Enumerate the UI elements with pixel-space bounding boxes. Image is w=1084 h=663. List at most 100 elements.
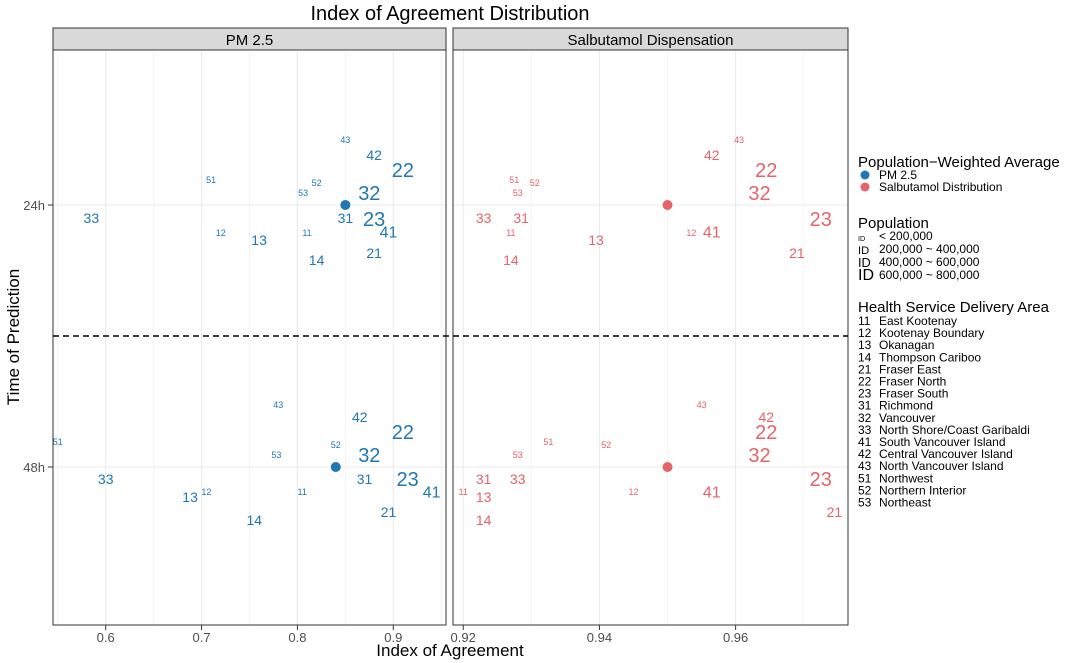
legend-hsda-code: 31 bbox=[858, 399, 872, 413]
point-label-48h-31: 31 bbox=[357, 471, 373, 487]
point-label-24h-21: 21 bbox=[366, 245, 382, 261]
legend-population-symbol: ID bbox=[858, 234, 865, 243]
legend-average-pm25-dot bbox=[860, 170, 870, 180]
point-label-48h-43: 43 bbox=[273, 400, 283, 410]
x-tick-label: 0.94 bbox=[587, 630, 612, 645]
legend-hsda-name: Thompson Cariboo bbox=[879, 350, 981, 364]
point-label-24h-12: 12 bbox=[216, 228, 226, 238]
legend-hsda-code: 13 bbox=[858, 338, 872, 352]
point-label-48h-42: 42 bbox=[758, 409, 774, 425]
point-label-48h-32: 32 bbox=[358, 445, 380, 467]
panel-2-strip-label: Salbutamol Dispensation bbox=[568, 32, 734, 49]
legend-population-symbol: ID bbox=[858, 267, 874, 284]
legend-hsda-code: 33 bbox=[858, 423, 872, 437]
legend-hsda-name: Kootenay Boundary bbox=[879, 326, 984, 340]
point-label-24h-51: 51 bbox=[509, 175, 519, 185]
point-label-48h-21: 21 bbox=[827, 504, 843, 520]
point-label-24h-13: 13 bbox=[588, 232, 604, 248]
legend-hsda-code: 21 bbox=[858, 362, 872, 376]
x-tick-label: 0.92 bbox=[451, 630, 476, 645]
point-label-24h-32: 32 bbox=[748, 183, 770, 205]
legend-hsda-name: Okanagan bbox=[879, 338, 934, 352]
point-label-24h-11: 11 bbox=[506, 228, 515, 238]
legend-hsda-code: 42 bbox=[858, 447, 872, 461]
legend-hsda-name: Central Vancouver Island bbox=[879, 447, 1013, 461]
legend-hsda-code: 12 bbox=[858, 326, 872, 340]
point-label-48h-33: 33 bbox=[510, 471, 526, 487]
legend-average-salbutamol-label: Salbutamol Distribution bbox=[879, 180, 1002, 194]
point-label-48h-42: 42 bbox=[352, 409, 368, 425]
point-label-24h-41: 41 bbox=[380, 225, 398, 242]
point-label-48h-13: 13 bbox=[182, 489, 198, 505]
point-label-24h-22: 22 bbox=[392, 160, 414, 182]
panel-1-grid bbox=[53, 50, 446, 625]
legend-hsda-name: Northwest bbox=[879, 471, 934, 485]
legend-hsda-code: 23 bbox=[858, 387, 872, 401]
point-label-24h-53: 53 bbox=[513, 188, 523, 198]
legend-population-label: 200,000 ~ 400,000 bbox=[879, 242, 980, 256]
legend-average-pm25-label: PM 2.5 bbox=[879, 168, 917, 182]
panel-2-grid bbox=[453, 50, 848, 625]
point-label-48h-22: 22 bbox=[392, 422, 414, 444]
legend: Population−Weighted Average PM 2.5 Salbu… bbox=[858, 154, 1060, 510]
legend-hsda-name: East Kootenay bbox=[879, 314, 957, 328]
legend-hsda-name: Richmond bbox=[879, 399, 933, 413]
average-dot-24h bbox=[340, 200, 351, 210]
legend-hsda-code: 32 bbox=[858, 411, 872, 425]
point-label-48h-51: 51 bbox=[53, 437, 63, 447]
y-axis-label: Time of Prediction bbox=[4, 269, 23, 405]
legend-hsda-name: Vancouver bbox=[879, 411, 935, 425]
chart-title: Index of Agreement Distribution bbox=[310, 3, 589, 25]
point-label-48h-13: 13 bbox=[476, 489, 492, 505]
panel-1-border bbox=[52, 49, 447, 626]
legend-population-label: 400,000 ~ 600,000 bbox=[879, 255, 980, 269]
point-label-24h-52: 52 bbox=[312, 178, 322, 188]
point-label-24h-23: 23 bbox=[810, 209, 832, 231]
point-label-24h-12: 12 bbox=[686, 228, 696, 238]
x-tick-label: 0.7 bbox=[193, 630, 211, 645]
legend-hsda-code: 41 bbox=[858, 435, 872, 449]
point-label-48h-22: 22 bbox=[755, 422, 777, 444]
point-label-24h-32: 32 bbox=[358, 183, 380, 205]
panel-2-x-ticks: 0.92 0.94 0.96 bbox=[451, 625, 748, 645]
legend-hsda-code: 43 bbox=[858, 459, 872, 473]
legend-hsda-name: Fraser South bbox=[879, 387, 948, 401]
point-label-24h-51: 51 bbox=[206, 175, 216, 185]
point-label-48h-31: 31 bbox=[476, 471, 492, 487]
point-label-24h-53: 53 bbox=[298, 188, 308, 198]
point-label-48h-21: 21 bbox=[381, 504, 397, 520]
panel-2-marks: 11 12 13 14 21 22 23 31 32 33 41 42 43 51 52 53 11 12 13 14… bbox=[459, 135, 843, 528]
point-label-24h-21: 21 bbox=[789, 245, 805, 261]
legend-hsda-title: Health Service Delivery Area bbox=[858, 299, 1050, 316]
point-label-48h-23: 23 bbox=[810, 469, 832, 491]
point-label-24h-23: 23 bbox=[363, 209, 385, 231]
point-label-48h-52: 52 bbox=[601, 440, 611, 450]
x-tick-label: 0.8 bbox=[288, 630, 306, 645]
point-label-48h-32: 32 bbox=[748, 445, 770, 467]
legend-hsda-code: 22 bbox=[858, 375, 872, 389]
point-label-24h-52: 52 bbox=[530, 178, 540, 188]
legend-hsda-code: 14 bbox=[858, 350, 872, 364]
legend-hsda-name: Northern Interior bbox=[879, 483, 966, 497]
legend-hsda-name: North Vancouver Island bbox=[879, 459, 1004, 473]
point-label-24h-42: 42 bbox=[704, 147, 720, 163]
x-tick-label: 0.6 bbox=[97, 630, 115, 645]
point-label-24h-14: 14 bbox=[503, 252, 519, 268]
legend-average-salbutamol-dot bbox=[860, 182, 870, 192]
point-label-24h-31: 31 bbox=[513, 210, 529, 226]
point-label-48h-14: 14 bbox=[476, 512, 492, 528]
point-label-48h-41: 41 bbox=[423, 485, 441, 502]
point-label-24h-14: 14 bbox=[309, 252, 325, 268]
point-label-48h-52: 52 bbox=[331, 440, 341, 450]
point-label-24h-33: 33 bbox=[476, 210, 492, 226]
legend-hsda-code: 53 bbox=[858, 496, 872, 510]
point-label-24h-31: 31 bbox=[338, 210, 354, 226]
y-axis-ticks: 24h 48h bbox=[23, 198, 53, 475]
point-label-48h-12: 12 bbox=[628, 487, 638, 497]
legend-average-title: Population−Weighted Average bbox=[858, 154, 1060, 171]
average-dot-48h bbox=[662, 462, 673, 472]
point-label-24h-11: 11 bbox=[302, 228, 311, 238]
point-label-24h-33: 33 bbox=[84, 210, 100, 226]
average-dot-24h bbox=[662, 200, 673, 210]
